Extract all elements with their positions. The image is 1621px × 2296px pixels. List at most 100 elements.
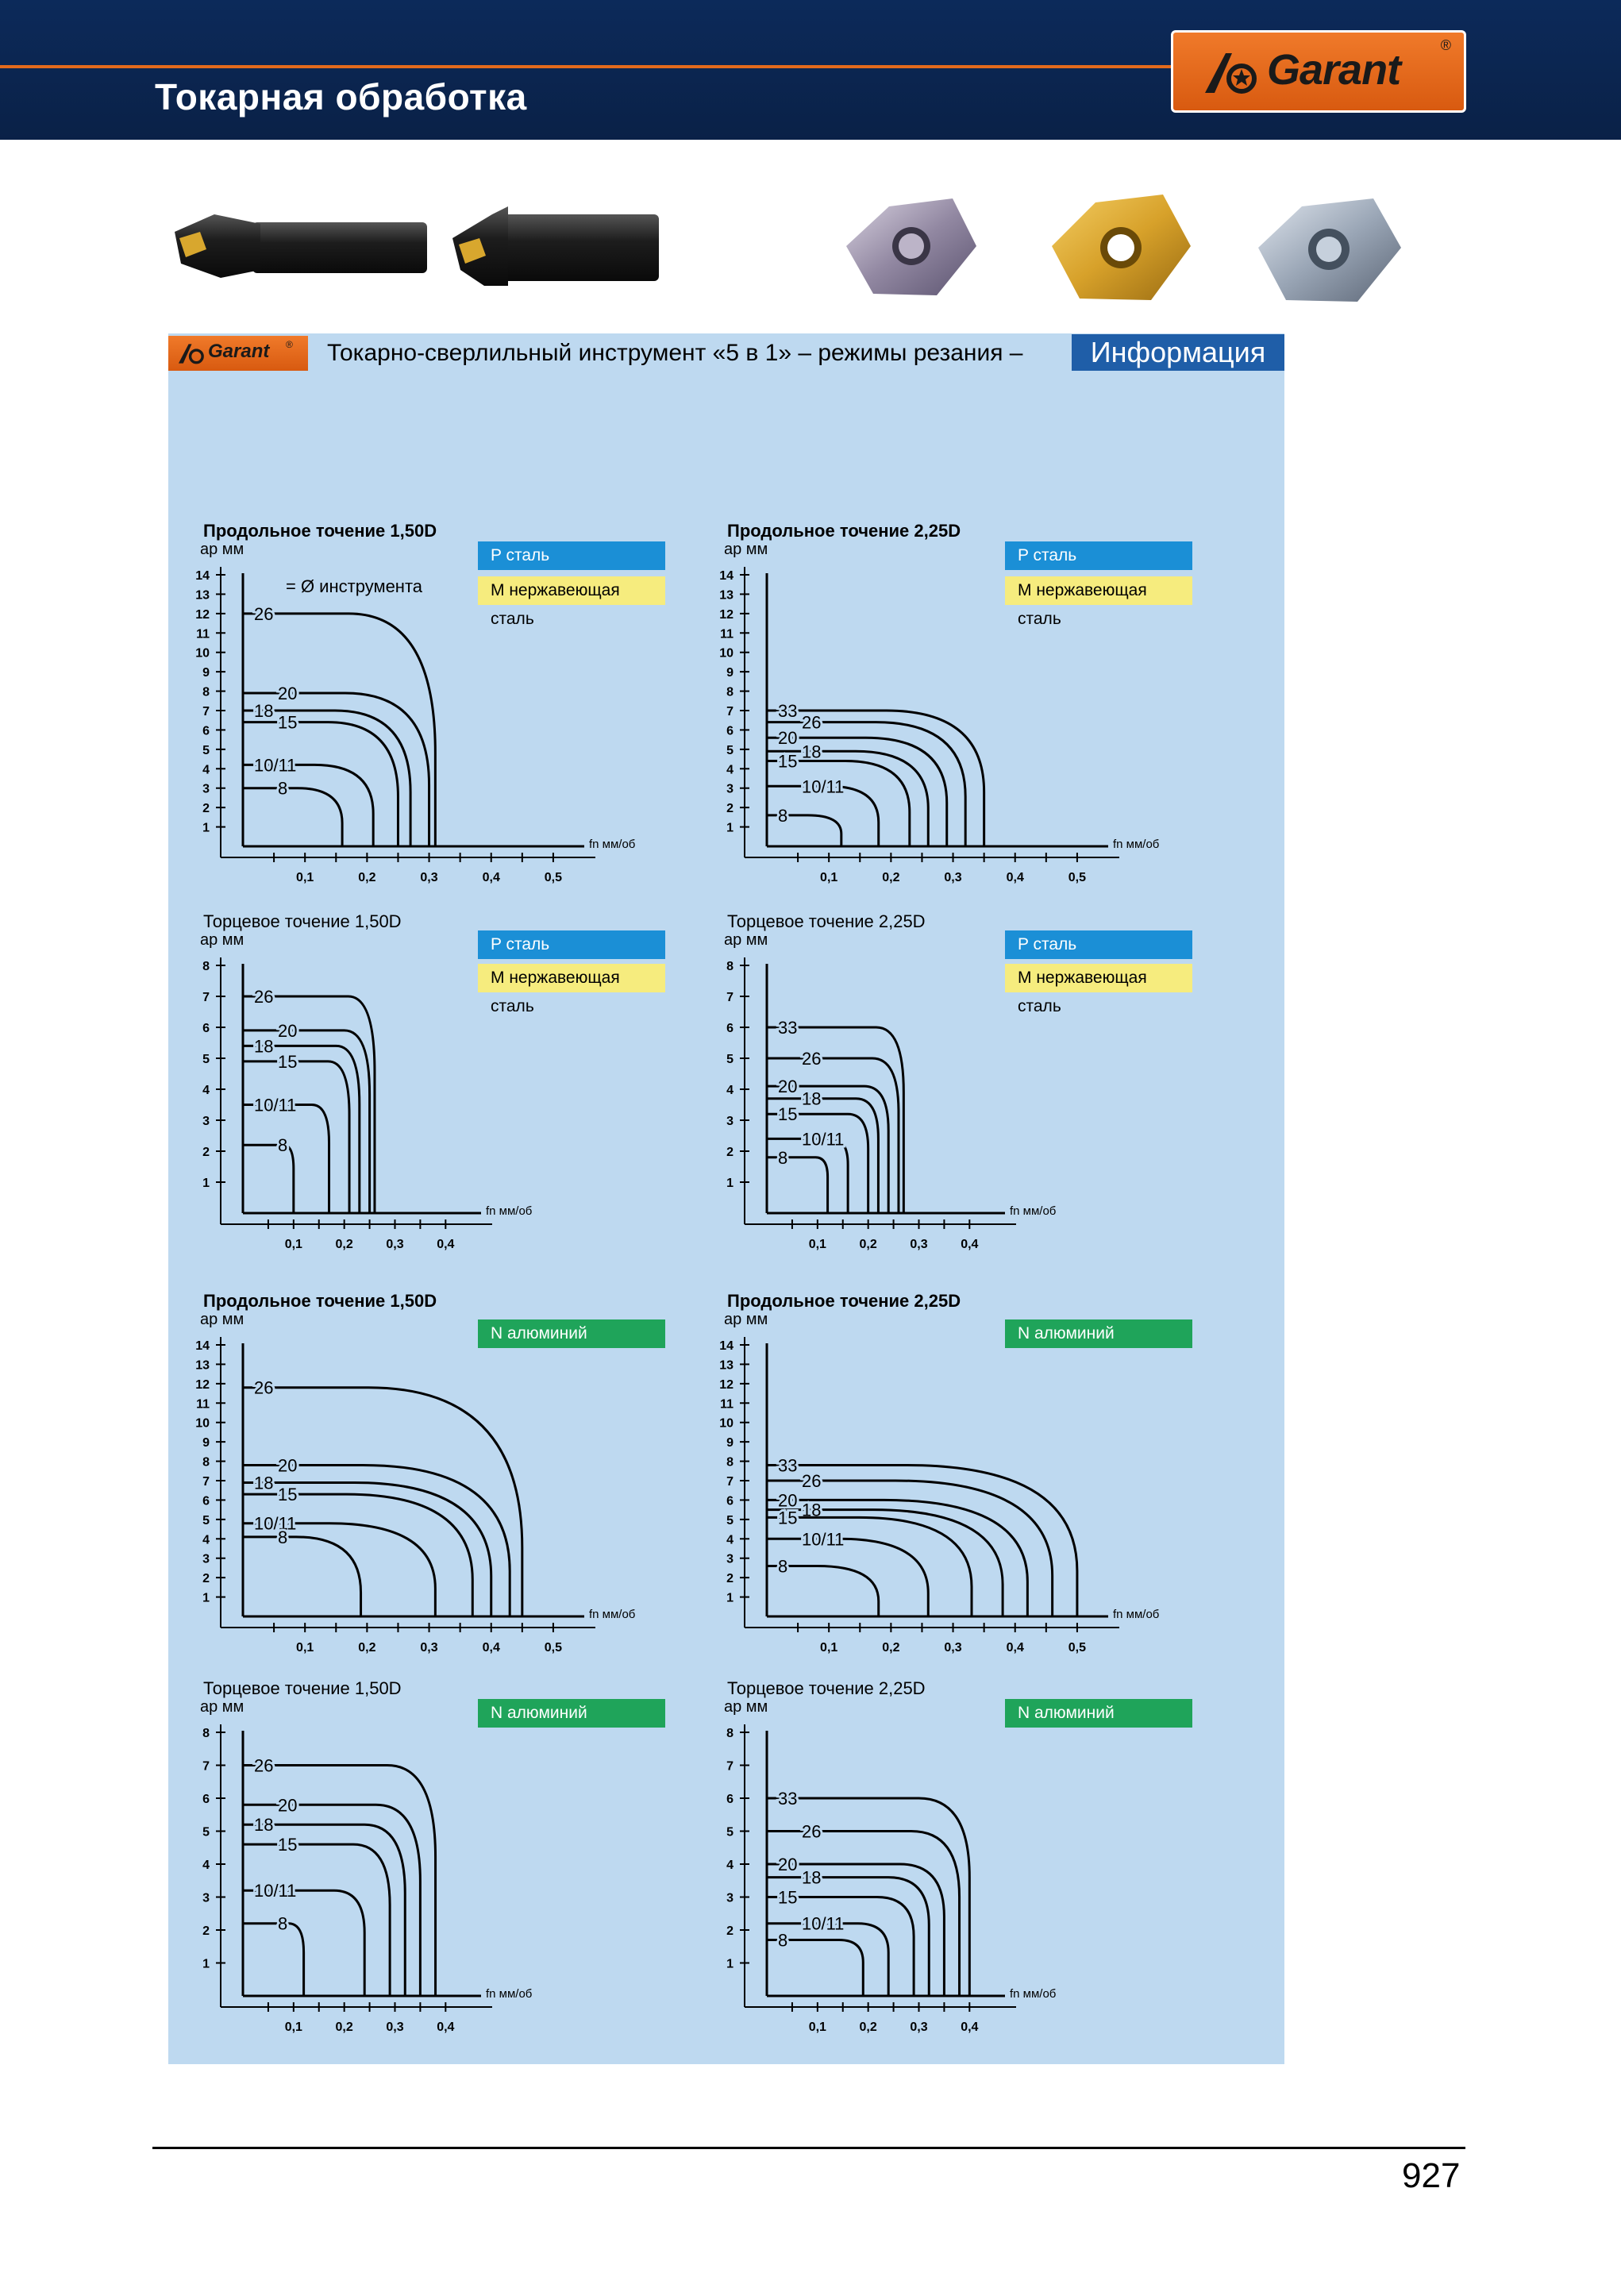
y-tick-label: 12: [195, 608, 210, 622]
legend-stainless-m: M нержавеющая сталь: [478, 964, 665, 1015]
curve-8: [243, 1143, 295, 1213]
curve-label-33: 33: [778, 1455, 797, 1475]
y-tick-label: 8: [202, 960, 210, 973]
curve-label-26: 26: [802, 1822, 821, 1842]
y-axis-label: ap мм: [200, 541, 244, 558]
curve-label-26: 26: [254, 604, 273, 624]
y-tick-label: 1: [726, 1177, 733, 1190]
curve-label-15: 15: [778, 1104, 797, 1124]
curve-15: [243, 1843, 391, 1996]
curve-label-8: 8: [778, 806, 787, 826]
product-photos: [175, 195, 1401, 302]
garant-mark-icon: [178, 344, 204, 364]
curve-15: [767, 1896, 915, 1996]
y-tick-label: 6: [726, 1793, 733, 1806]
curve-label-18: 18: [802, 1089, 821, 1109]
curve-label-20: 20: [278, 1021, 297, 1041]
curve-label-18: 18: [802, 742, 821, 761]
curve-20: [243, 1029, 372, 1213]
y-tick-label: 6: [202, 1494, 210, 1508]
curve-18: [767, 1508, 1004, 1616]
y-tick-label: 4: [726, 1859, 733, 1872]
y-tick-label: 4: [202, 1084, 210, 1097]
x-tick-label: 0,2: [336, 2021, 353, 2034]
curve-label-10-11: 10/11: [802, 1914, 844, 1934]
y-tick-label: 9: [726, 666, 733, 680]
y-tick-label: 3: [726, 1892, 733, 1905]
y-tick-label: 10: [195, 647, 210, 661]
curve-20: [767, 1863, 945, 1996]
x-axis-label: fn мм/об: [1010, 1987, 1056, 2001]
y-tick-label: 3: [202, 1892, 210, 1905]
curve-label-20: 20: [778, 1855, 797, 1874]
info-panel: [168, 333, 1284, 2064]
y-tick-label: 10: [719, 647, 733, 661]
curve-18: [243, 709, 412, 846]
y-tick-label: 2: [202, 1572, 210, 1585]
y-tick-label: 2: [202, 1924, 210, 1938]
y-axis-label: ap мм: [200, 1311, 244, 1328]
curve-label-10-11: 10/11: [254, 755, 296, 775]
x-tick-label: 0,1: [285, 2021, 302, 2034]
y-tick-label: 6: [202, 724, 210, 738]
curve-26: [767, 1057, 900, 1213]
curve-label-8: 8: [778, 1148, 787, 1168]
y-tick-label: 2: [726, 1146, 733, 1159]
curve-15: [767, 1516, 973, 1616]
x-tick-label: 0,1: [285, 1238, 302, 1251]
curve-label-8: 8: [778, 1930, 787, 1950]
y-tick-label: 3: [202, 1553, 210, 1566]
garant-mark-icon: [1205, 53, 1257, 94]
footer-divider: [152, 2147, 1465, 2149]
y-tick-label: 5: [202, 1053, 210, 1066]
x-axis-label: fn мм/об: [1010, 1204, 1056, 1218]
y-tick-label: 4: [726, 763, 733, 776]
registered-mark: ®: [1440, 37, 1451, 53]
x-axis-label: fn мм/об: [589, 838, 635, 851]
x-tick-label: 0,5: [1068, 871, 1086, 884]
legend-stainless-m: M нержавеющая сталь: [478, 576, 665, 628]
insert-silver-photo: [1258, 198, 1401, 302]
curve-15: [243, 721, 399, 846]
x-tick-label: 0,3: [420, 1641, 437, 1655]
curve-26: [243, 1386, 524, 1616]
curve-26: [243, 612, 437, 846]
chart-title: Продольное точение 2,25D: [727, 521, 961, 541]
y-axis-label: ap мм: [724, 541, 768, 558]
y-tick-label: 1: [202, 1958, 210, 1971]
y-tick-label: 14: [195, 569, 210, 583]
curve-10-11: [243, 1104, 331, 1213]
x-tick-label: 0,3: [910, 1238, 927, 1251]
x-tick-label: 0,5: [1068, 1641, 1086, 1655]
y-tick-label: 3: [202, 783, 210, 796]
y-axis-label-text: ap мм: [200, 541, 244, 558]
curve-label-15: 15: [778, 1508, 797, 1527]
curve-18: [243, 1481, 493, 1616]
curve-10-11: [767, 784, 880, 846]
y-axis-label-text: ap мм: [724, 1311, 768, 1328]
y-tick-label: 8: [202, 686, 210, 699]
curve-label-20: 20: [278, 684, 297, 703]
curve-15: [243, 1493, 474, 1616]
y-tick-label: 6: [202, 1022, 210, 1035]
y-tick-label: 12: [195, 1378, 210, 1392]
legend-steel-p: P сталь: [1005, 541, 1192, 570]
y-axis-label-text: ap мм: [200, 1698, 244, 1716]
panel-title: Токарно-сверлильный инструмент «5 в 1» –…: [327, 340, 1023, 366]
curve-label-15: 15: [278, 1485, 297, 1504]
y-tick-label: 12: [719, 608, 733, 622]
y-tick-label: 13: [195, 1358, 210, 1372]
curve-label-15: 15: [778, 1888, 797, 1908]
y-tick-label: 8: [726, 1456, 733, 1470]
curve-label-10-11: 10/11: [254, 1096, 296, 1115]
y-tick-label: 4: [726, 1533, 733, 1547]
x-tick-label: 0,1: [296, 871, 314, 884]
y-tick-label: 3: [726, 783, 733, 796]
curve-label-26: 26: [802, 713, 821, 733]
curve-18: [243, 1823, 406, 1996]
curve-15: [767, 1112, 870, 1213]
